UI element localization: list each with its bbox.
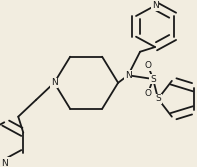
Text: N: N (152, 1, 158, 10)
Text: O: O (145, 89, 151, 98)
Text: S: S (150, 74, 156, 84)
Text: N: N (1, 159, 8, 167)
Text: N: N (125, 71, 131, 80)
Text: O: O (145, 61, 151, 70)
Text: N: N (51, 78, 58, 87)
Text: S: S (155, 94, 161, 103)
